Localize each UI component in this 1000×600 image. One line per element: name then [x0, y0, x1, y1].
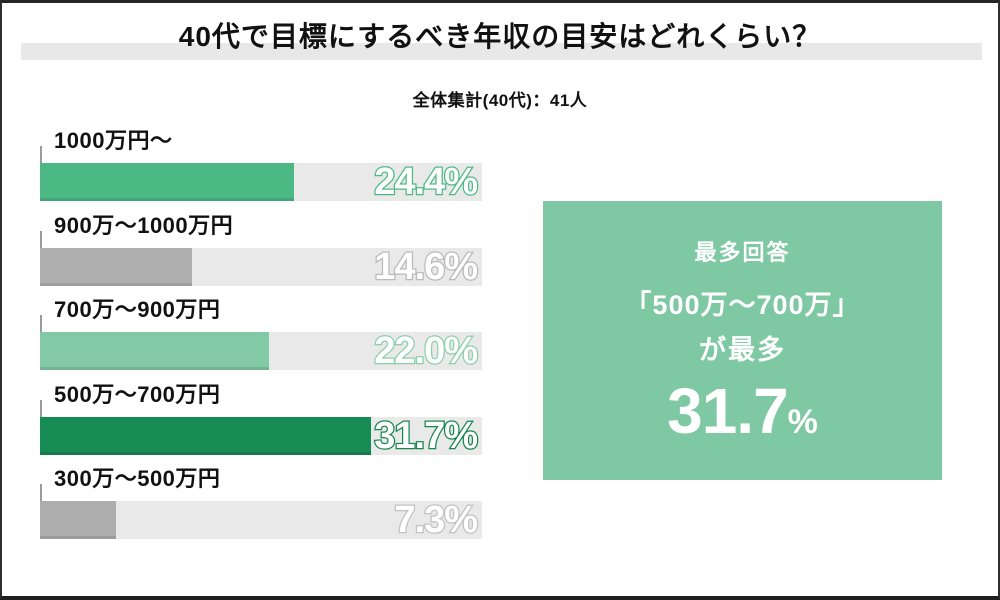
tick-mark	[40, 399, 42, 417]
value-label: 14.6%	[373, 245, 479, 288]
value-label: 7.3%	[393, 499, 479, 541]
value-label: 22.0%	[373, 330, 479, 372]
panel-caption: が最多	[699, 335, 786, 365]
bar-track: 31.7%	[40, 414, 482, 457]
category-label: 500万〜700万円	[54, 381, 221, 407]
bar-fill	[40, 247, 193, 286]
panel-heading: 最多回答	[694, 240, 791, 265]
title-highlight-band	[21, 43, 982, 60]
tick-mark	[40, 484, 42, 501]
panel-big-value: 31.7	[667, 375, 789, 447]
tick-mark	[40, 146, 42, 163]
panel-top-answer: 「500万〜700万」	[624, 290, 861, 320]
tick-mark	[40, 315, 42, 332]
category-label: 900万〜1000万円	[54, 212, 234, 238]
category-label: 300万〜500万円	[54, 466, 221, 491]
bar-track: 22.0%	[40, 330, 482, 372]
value-label: 24.4%	[373, 161, 479, 203]
category-label: 700万〜900万円	[54, 297, 221, 322]
bar-fill	[40, 163, 295, 201]
panel-big-percentage: 31.7%	[667, 379, 818, 443]
chart-row: 300万〜500万円 7.3%	[40, 466, 482, 543]
bar-track: 24.4%	[40, 161, 482, 203]
page-title: 40代で目標にするべき年収の目安はどれくらい？	[178, 21, 822, 52]
bar-track: 14.6%	[40, 245, 482, 288]
value-label: 31.7%	[373, 414, 479, 457]
tick-mark	[40, 230, 42, 248]
bar-fill	[40, 332, 270, 370]
bar-track: 7.3%	[40, 499, 482, 541]
chart-row: 900万〜1000万円 14.6%	[40, 212, 482, 290]
highlight-panel: 最多回答 「500万〜700万」 が最多 31.7%	[543, 201, 942, 480]
panel-big-unit: %	[787, 403, 818, 441]
chart-row: 1000万円〜 24.4%	[40, 128, 482, 205]
sample-size-subtitle: 全体集計(40代)：41人	[412, 91, 588, 110]
bar-chart: 1000万円〜 24.4% 900万〜1000万円 14.6% 700万〜900万円 22…	[40, 128, 482, 549]
bar-fill	[40, 416, 371, 455]
chart-row: 500万〜700万円 31.7%	[40, 381, 482, 459]
bar-fill	[40, 501, 117, 539]
chart-row: 700万〜900万円 22.0%	[40, 297, 482, 374]
category-label: 1000万円〜	[54, 128, 173, 153]
